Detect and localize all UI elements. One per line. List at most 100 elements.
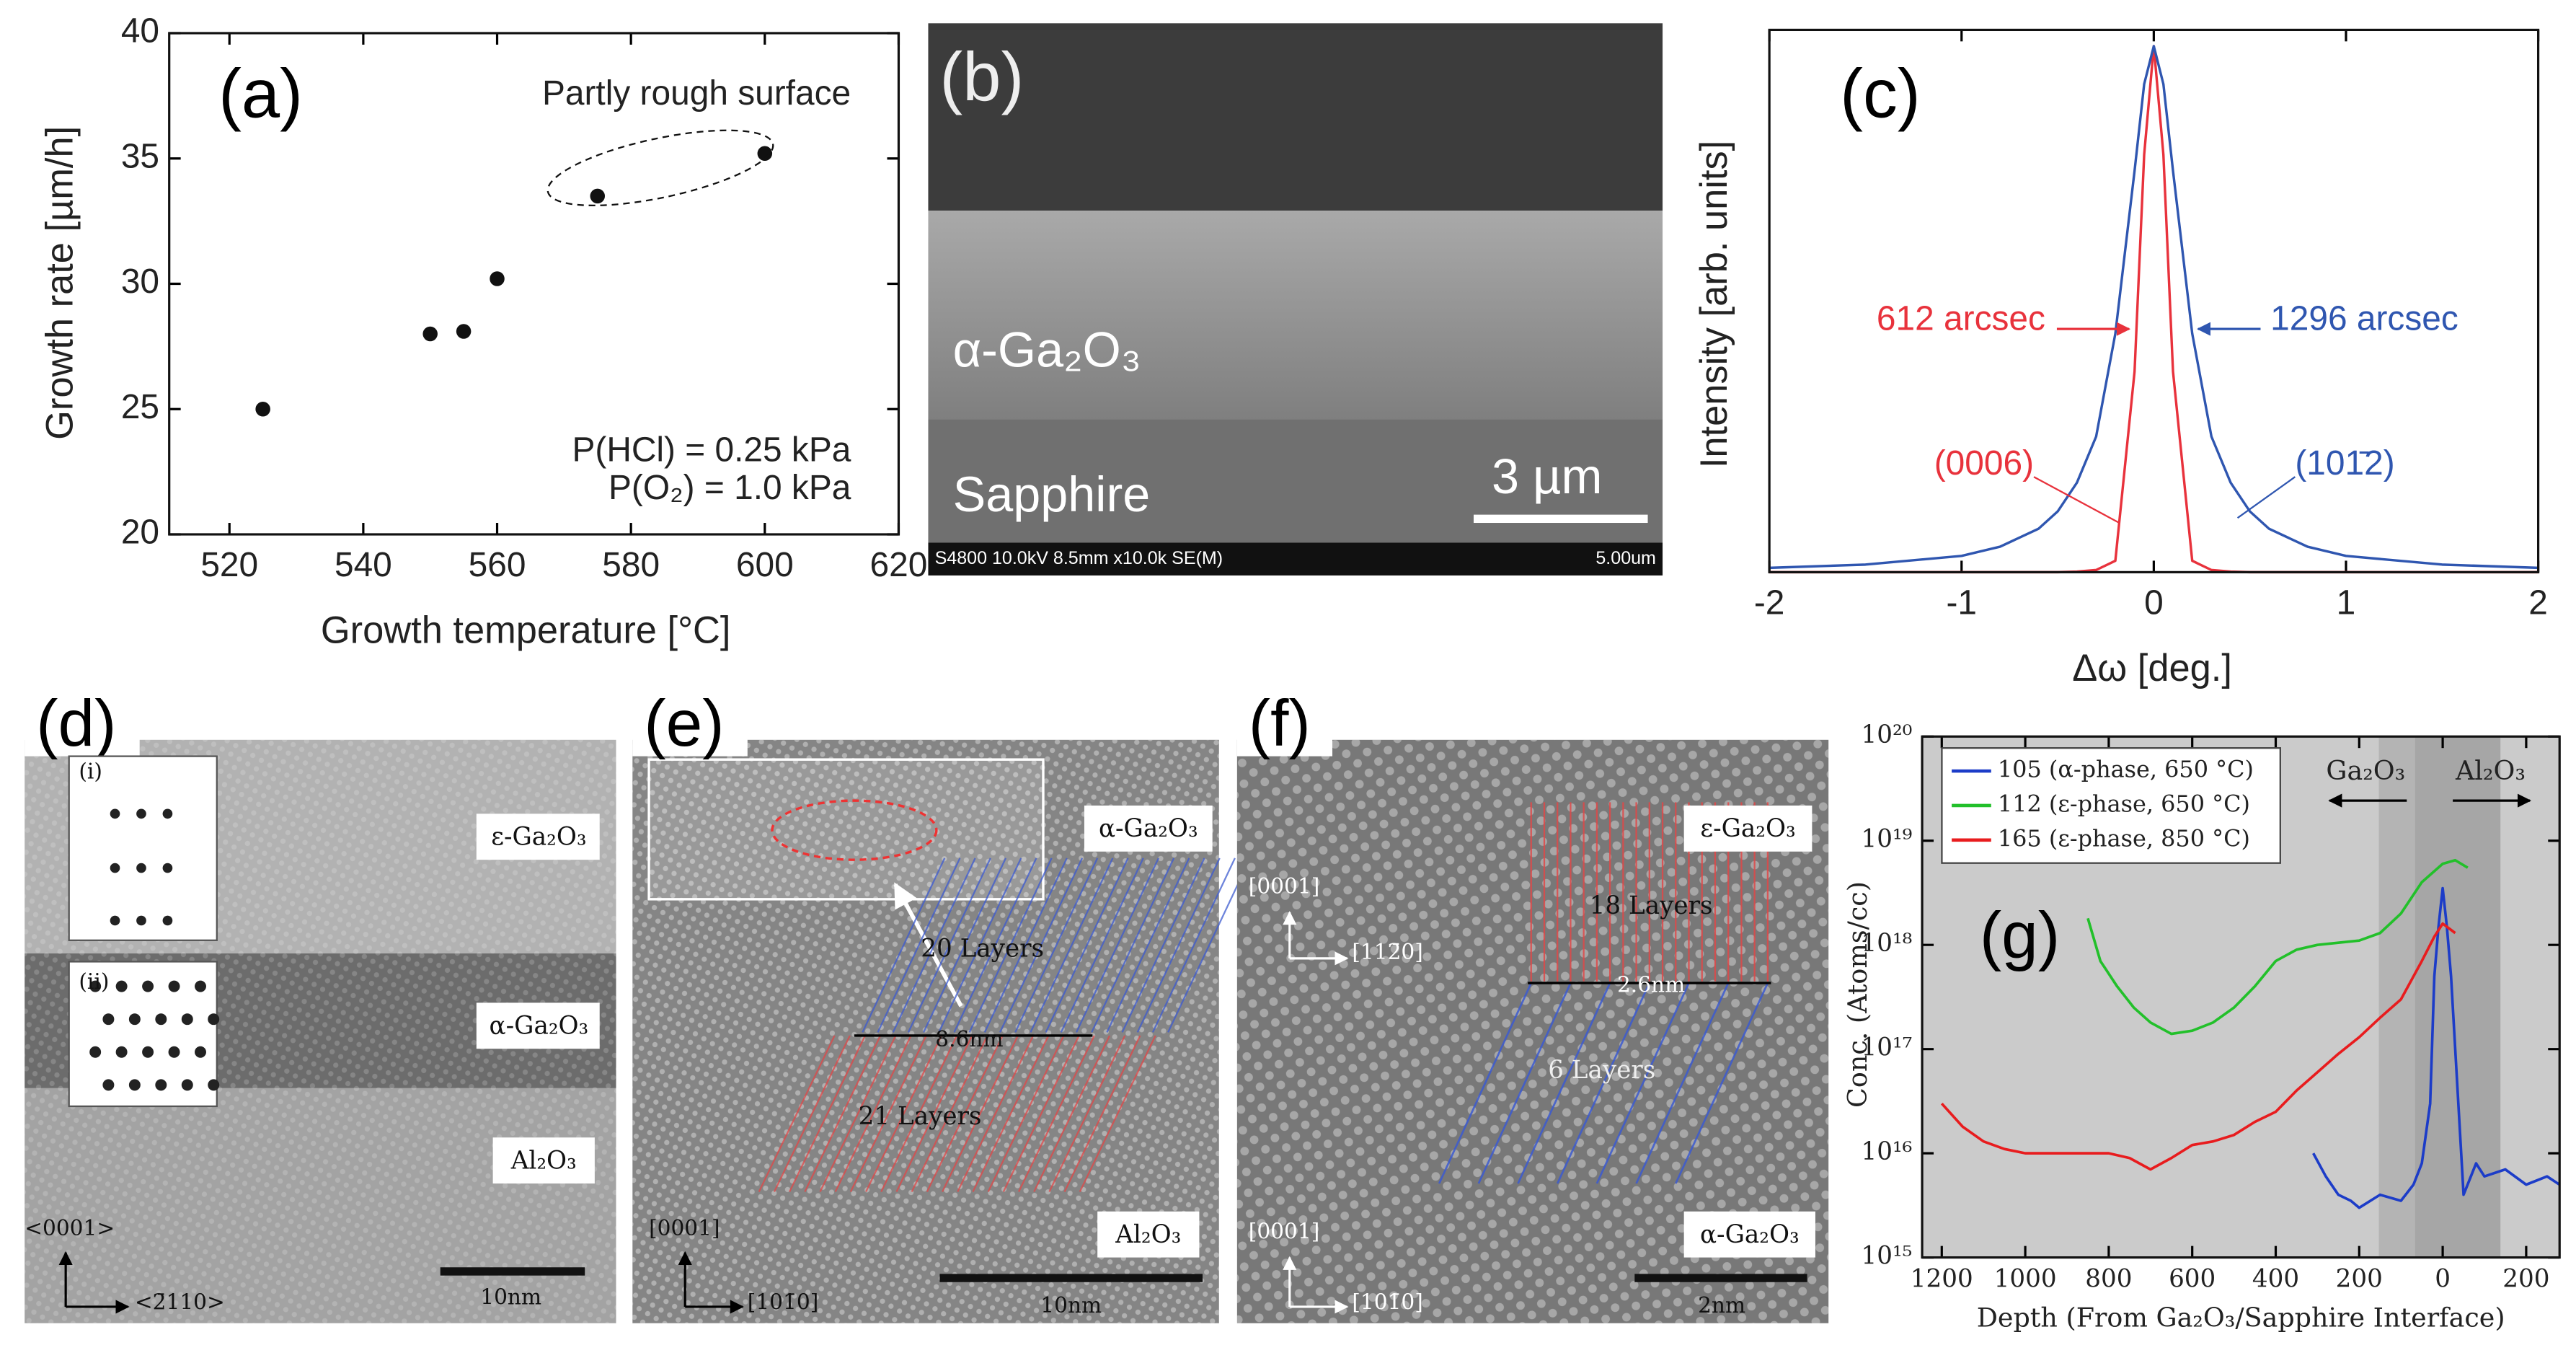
layer-line [1106,857,1190,1033]
x-axis-label: Depth (From Ga₂O₃/Sapphire Interface) [1977,1302,2505,1333]
y-tick-label: 40 [121,12,159,50]
layer-line [892,857,976,1033]
layer-line [1556,982,1651,1184]
layer-line [804,1035,882,1192]
y-tick-label: 20 [121,513,159,552]
image-label: α-Ga₂O₃ [1700,1220,1800,1249]
diffraction-spot [142,980,154,992]
data-point [757,146,773,162]
scale-bar [440,1267,585,1276]
panel-label: (a) [218,55,303,132]
x-tick-label: 560 [469,546,526,584]
diffraction-spot [162,915,173,926]
layer-line [1060,857,1144,1033]
image-label: [101̄0] [748,1289,818,1314]
layer-line [880,1035,958,1192]
layer-line [999,857,1084,1033]
diffraction-spot [136,915,146,926]
legend-box [1941,747,2281,864]
data-point [590,188,606,204]
panel-label: (c) [1840,55,1921,132]
image-label: 8.6nm [935,1027,1003,1051]
diffraction-spot [110,863,120,873]
image-label: α-Ga₂O₃ [490,1012,589,1041]
leader [2236,476,2296,519]
label-background [1236,690,1333,757]
label-background [492,1137,595,1184]
diffraction-spot [142,1046,154,1058]
image-label: (ii) [79,969,109,994]
image-label: [101̄0] [1352,1289,1422,1314]
x-tick-label: 200 [2502,1265,2549,1294]
panel-label: (e) [644,687,724,760]
diffraction-spot [162,808,173,819]
image-label: 18 Layers [1590,891,1713,920]
annotation: 612 arcsec [1877,299,2045,338]
layer-line [789,1035,866,1192]
layer-line [865,1035,942,1192]
scale-label: 2nm [1698,1293,1745,1318]
sem-top [928,23,1663,211]
interface-band [2415,736,2501,1258]
image-label: 20 Layers [921,934,1044,963]
layer-line [1063,1035,1141,1192]
layer-line [1079,1035,1156,1192]
layer-line [1121,857,1205,1033]
layer-line [1075,857,1159,1033]
x-tick-label: -1 [1946,584,1977,622]
highlight-ellipse [546,129,774,207]
panel-label: (g) [1980,899,2060,972]
panel-label: (f) [1249,687,1311,760]
layer-line [1045,857,1129,1033]
y-tick-label: 10²⁰ [1862,720,1913,749]
layer-line [1017,1035,1095,1192]
scale-bar [1473,514,1648,524]
image-label: ε-Ga₂O₃ [1700,814,1795,843]
layer-line [1014,857,1099,1033]
label-background [632,690,748,757]
y-axis-label: Intensity [arb. units] [1694,141,1735,468]
layer-line [1136,857,1221,1033]
layer-line [1517,982,1611,1184]
diffraction-spot [102,1013,115,1026]
image-label: 21 Layers [859,1102,982,1131]
diffraction-spot [110,808,120,819]
y-tick-label: 10¹⁶ [1862,1137,1913,1166]
plot-frame [168,32,900,536]
x-tick-label: 2 [2528,584,2548,622]
y-axis-label: Conc. (Atoms/cc) [1842,881,1873,1108]
scale-label: 10nm [1040,1293,1102,1318]
diffraction-spot [89,1046,102,1058]
layer-line [1438,982,1532,1184]
annotation: (101̄2) [2295,444,2394,482]
layer-line [895,1035,973,1192]
image-label: Sapphire [953,467,1151,522]
layer-line [1091,857,1175,1033]
x-tick-label: -2 [1754,584,1785,622]
layer-line [983,857,1068,1033]
scale-bar [1634,1274,1807,1282]
data-point [255,401,270,417]
x-tick-label: 620 [870,546,928,584]
info-text: 5.00um [1595,548,1656,568]
image-label: [0001] [649,1216,720,1240]
x-tick-label: 400 [2252,1265,2299,1294]
y-tick-label: 10¹⁵ [1862,1242,1913,1271]
layer-line [907,857,991,1033]
inset [68,755,218,941]
leader [2033,476,2120,524]
scale-label: 3 µm [1492,449,1602,504]
diffraction-spot [110,915,120,926]
diffraction-spot [195,1046,206,1058]
layer-line [968,857,1053,1033]
image-label: [0001] [1249,1219,1319,1243]
sem-infobar [928,542,1663,576]
x-tick-label: 800 [2085,1265,2132,1294]
x-axis-label: Growth temperature [°C] [321,610,731,652]
info-text: S4800 10.0kV 8.5mm x10.0k SE(M) [935,548,1223,568]
layer-line [911,1035,988,1192]
diffraction-spot [89,980,102,992]
image-label: 2.6nm [1617,973,1685,997]
x-tick-label: 200 [2336,1265,2383,1294]
layer-line [1595,982,1690,1184]
